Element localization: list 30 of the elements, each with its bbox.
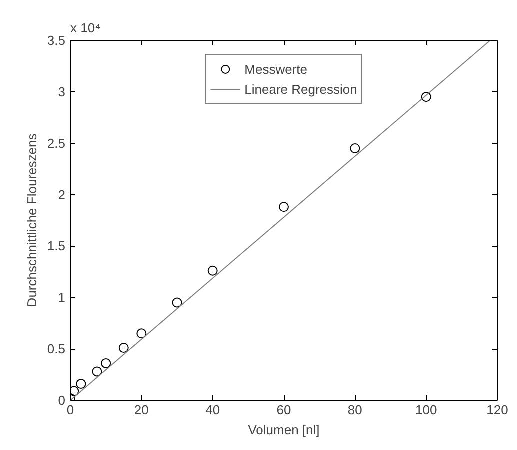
x-tick-label: 20 xyxy=(134,402,149,418)
point xyxy=(208,266,218,276)
point xyxy=(279,202,289,212)
y-tick-label: 2 xyxy=(58,187,66,202)
point xyxy=(118,343,129,354)
y-tick-label: 1.5 xyxy=(47,238,66,254)
x-tick-label: 40 xyxy=(206,402,220,418)
point xyxy=(136,328,147,339)
point xyxy=(350,144,360,154)
x-tick-label: 120 xyxy=(486,402,508,418)
x-axis-title: Volumen [nl] xyxy=(248,422,320,438)
point xyxy=(92,366,102,377)
legend-label: Messwerte xyxy=(244,62,308,76)
y-tick-label: 3.5 xyxy=(47,33,66,48)
x-tick-label: 80 xyxy=(348,402,362,418)
y-tick-label: 3 xyxy=(58,84,66,100)
point xyxy=(101,358,112,368)
point xyxy=(421,92,432,102)
y-tick-label: 0.5 xyxy=(47,342,66,357)
point xyxy=(172,298,182,308)
x-tick-label: 60 xyxy=(276,402,292,418)
y-tick-label: 1 xyxy=(58,290,66,306)
x-tick-label: 100 xyxy=(415,402,438,418)
y-tick-label: 0 xyxy=(58,393,66,408)
point xyxy=(76,379,86,390)
point xyxy=(70,386,80,396)
y-tick-label: 2.5 xyxy=(47,136,66,151)
legend-label: Lineare Regression xyxy=(244,82,358,96)
text: x 10⁴ xyxy=(70,20,101,36)
y-axis-title: Durchschnittliche Floureszens xyxy=(24,133,40,308)
